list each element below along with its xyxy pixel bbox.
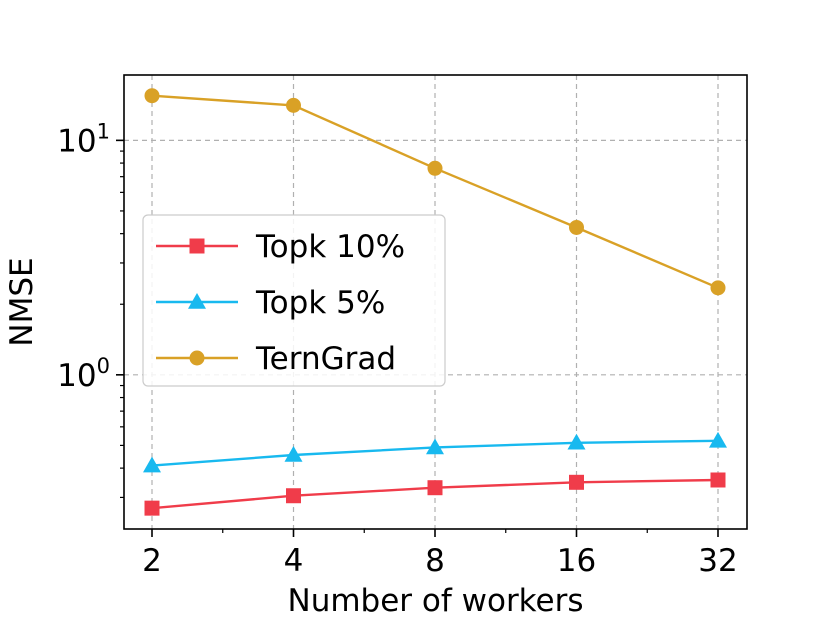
legend-box xyxy=(142,214,446,387)
x-tick-label: 4 xyxy=(284,543,304,579)
x-tick-label: 2 xyxy=(142,543,162,579)
legend-label: Topk 10% xyxy=(255,229,405,265)
series-topk-10 xyxy=(144,472,726,516)
data-point xyxy=(709,431,727,448)
data-point xyxy=(427,480,443,496)
x-tick-label: 32 xyxy=(698,543,737,579)
series-layer xyxy=(143,88,727,516)
data-point xyxy=(144,88,160,104)
series-terngrad xyxy=(144,88,726,296)
data-point xyxy=(569,219,584,235)
legend-label: TernGrad xyxy=(255,341,396,377)
y-tick-label: 101 xyxy=(57,119,110,159)
data-point xyxy=(286,97,301,113)
data-point xyxy=(426,438,444,455)
tick-layer: 2 4 8 16 32 100 101 xyxy=(57,119,738,579)
data-point xyxy=(427,160,443,176)
series-topk-5 xyxy=(143,431,727,473)
legend: Topk 10% Topk 5% TernGrad xyxy=(142,214,446,387)
x-tick-label: 16 xyxy=(557,543,596,579)
data-point xyxy=(286,488,301,504)
legend-marker xyxy=(188,293,206,309)
data-point xyxy=(569,474,584,490)
y-axis-label: NMSE xyxy=(4,257,40,346)
data-point xyxy=(710,280,726,296)
y-tick-label: 100 xyxy=(57,354,110,394)
data-point xyxy=(710,472,726,488)
legend-label: Topk 5% xyxy=(255,285,385,321)
x-tick-label: 8 xyxy=(425,543,445,579)
data-point xyxy=(284,446,303,462)
legend-marker xyxy=(189,238,205,254)
data-point xyxy=(144,500,160,516)
data-point xyxy=(143,456,161,473)
legend-marker xyxy=(189,350,205,366)
data-point xyxy=(567,433,586,450)
x-axis-label: Number of workers xyxy=(288,583,584,619)
